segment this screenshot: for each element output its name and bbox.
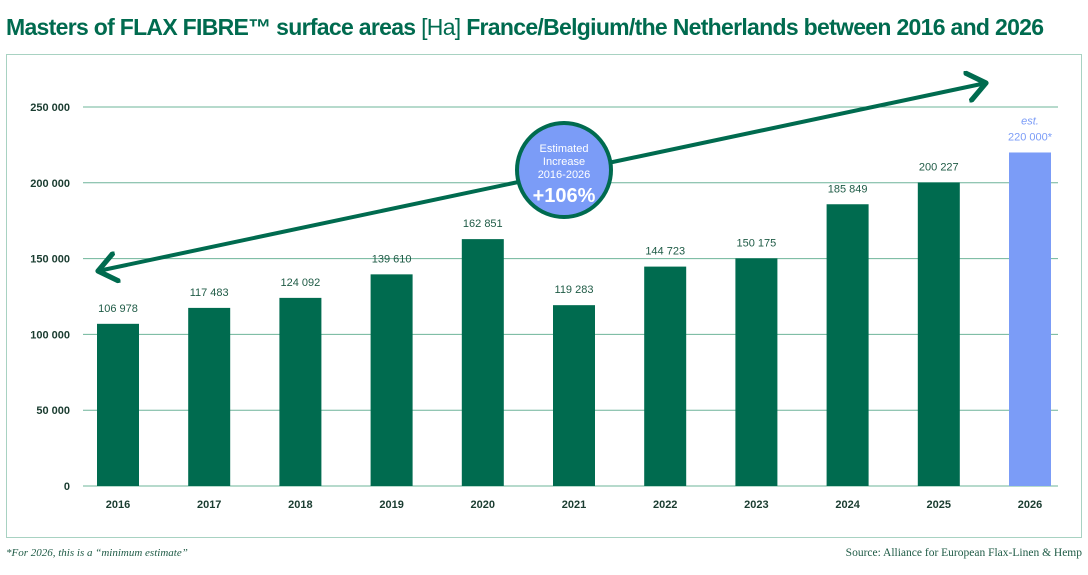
bar-2019: [370, 274, 413, 486]
title-rest: France/Belgium/the Netherlands between 2…: [466, 14, 1044, 40]
value-label: 200 227: [919, 161, 959, 173]
x-tick-label: 2025: [927, 499, 951, 511]
bar-2021: [553, 305, 595, 486]
callout-circle: [515, 121, 613, 219]
bar-2026: [1009, 152, 1051, 487]
value-label: 144 723: [645, 246, 685, 258]
x-tick-label: 2018: [288, 499, 312, 511]
callout-value: +106%: [533, 185, 596, 207]
x-tick-label: 2020: [471, 499, 495, 511]
bar-2023: [735, 258, 778, 486]
x-tick-label: 2022: [653, 499, 677, 511]
x-tick-label: 2021: [562, 499, 586, 511]
y-tick-label: 50 000: [36, 405, 70, 417]
footnote: *For 2026, this is a “minimum estimate”: [6, 547, 188, 559]
source-note: Source: Alliance for European Flax-Linen…: [845, 547, 1082, 559]
y-axis-ticks: 0 50 000 100 000 150 000 200 000 250 000: [30, 102, 70, 493]
value-label: 124 092: [281, 277, 321, 289]
bar-2018: [279, 297, 322, 486]
increase-callout: Estimated Increase 2016-2026 +106%: [515, 121, 613, 219]
y-tick-label: 100 000: [30, 329, 70, 341]
y-tick-label: 200 000: [30, 178, 70, 190]
y-tick-label: 250 000: [30, 102, 70, 114]
callout-line-3: 2016-2026: [538, 169, 591, 181]
estimate-prefix: est.: [1021, 115, 1039, 127]
value-label: 162 851: [463, 218, 503, 230]
bar-2022: [644, 266, 687, 486]
value-label: 220 000*: [1008, 131, 1053, 143]
y-tick-label: 150 000: [30, 254, 70, 266]
chart-title: Masters of FLAX FIBRE™ surface areas [Ha…: [6, 14, 1044, 41]
bars: 106 978 117 483 124 092 139 610 162 851 119 2…: [97, 115, 1053, 487]
value-label: 150 175: [737, 237, 777, 249]
value-label: 139 610: [372, 253, 412, 265]
x-tick-label: 2023: [744, 499, 768, 511]
value-label: 106 978: [98, 303, 138, 315]
x-axis-ticks: 2016 2017 2018 2019 2020 2021 2022 2023 2024 2025…: [106, 499, 1042, 511]
title-main: Masters of FLAX FIBRE™ surface areas: [6, 14, 416, 40]
bar-2016: [97, 323, 139, 486]
x-tick-label: 2024: [835, 499, 860, 511]
callout-line-1: Estimated: [540, 143, 589, 155]
bar-2017: [188, 307, 231, 486]
title-unit: [Ha]: [421, 14, 461, 40]
value-label: 185 849: [828, 183, 868, 195]
value-label: 117 483: [190, 287, 229, 299]
bar-2020: [461, 239, 504, 486]
bar-2025: [917, 182, 960, 486]
x-tick-label: 2016: [106, 499, 130, 511]
x-tick-label: 2019: [379, 499, 403, 511]
value-label: 119 283: [555, 284, 594, 296]
x-tick-label: 2017: [197, 499, 221, 511]
callout-line-2: Increase: [543, 156, 585, 168]
x-tick-label: 2026: [1018, 499, 1042, 511]
chart-frame: [6, 54, 1082, 538]
y-tick-label: 0: [64, 481, 70, 493]
bar-2024: [826, 204, 869, 486]
